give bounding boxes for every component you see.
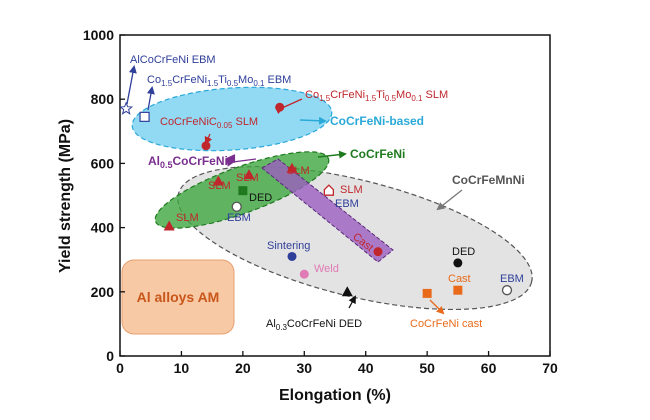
label-cocrfeni-cast: CoCrFeNi cast	[410, 318, 482, 330]
x-axis-label: Elongation (%)	[279, 387, 391, 404]
arrow-co15-slm	[274, 98, 303, 115]
plot-frame	[119, 34, 551, 357]
label-ded-2: DED	[452, 246, 475, 258]
x-tick-label: 0	[116, 360, 124, 376]
region-cocrfeni-based	[131, 86, 333, 152]
data-point-cast	[373, 247, 383, 257]
label-co15-slm: Co1.5CrFeNi1.5Ti0.5Mo0.1 SLM	[305, 89, 448, 103]
y-tick-label: 800	[91, 91, 115, 107]
y-tick-label: 1000	[83, 27, 114, 43]
arrow-cocrfenic005-slm	[204, 133, 213, 145]
data-points	[119, 101, 513, 298]
x-tick-label: 70	[542, 360, 558, 376]
data-point-ded	[453, 258, 463, 268]
x-tick-label: 50	[419, 360, 435, 376]
label-ebm-2: EBM	[335, 198, 359, 210]
region-al-alloys-am	[121, 259, 235, 335]
y-tick-label: 400	[91, 220, 115, 236]
arrow-co15-ebm	[146, 86, 155, 111]
x-axis-ticks: 0 10 20 30 40 50 60 70	[116, 351, 558, 376]
label-al05cocrfeni: Al0.5CoCrFeNi	[148, 154, 228, 170]
label-slm-4: SLM	[287, 165, 310, 177]
label-cast-2: Cast	[448, 273, 471, 285]
x-tick-label: 20	[235, 360, 251, 376]
label-ebm-3: EBM	[500, 273, 524, 285]
data-point-co1-5crfeni1-5ti0-5mo0-1-ebm	[139, 111, 150, 122]
data-point-alcocrfeni-ebm	[119, 101, 134, 115]
arrow-cocrfeni	[317, 150, 347, 159]
label-cocrfemnni: CoCrFeMnNi	[452, 173, 525, 187]
data-point-slm	[286, 162, 298, 173]
data-point-slm	[323, 184, 335, 196]
x-tick-label: 40	[358, 360, 374, 376]
y-tick-label: 0	[106, 348, 114, 364]
label-co15-ebm: Co1.5CrFeNi1.5Ti0.5Mo0.1 EBM	[147, 74, 291, 88]
y-axis-ticks: 0 200 400 600 800 1000	[83, 27, 125, 364]
data-point-cocrfeni-cast	[422, 288, 432, 298]
data-point-slm	[163, 220, 175, 231]
label-cocrfeni-based: CoCrFeNi-based	[330, 114, 424, 128]
data-point-weld	[299, 269, 309, 279]
label-weld: Weld	[314, 263, 339, 275]
arrow-al05cocrfeni	[226, 158, 257, 167]
label-al03-ded: Al0.3CoCrFeNi DED	[266, 318, 362, 332]
arrow-alcocrfeni-ebm	[126, 65, 137, 105]
label-slm-5: SLM	[340, 184, 363, 196]
label-slm-3: SLM	[236, 172, 259, 184]
label-alcocrfeni-ebm: AlCoCrFeNi EBM	[130, 54, 216, 66]
x-tick-label: 30	[296, 360, 312, 376]
label-slm-1: SLM	[176, 212, 199, 224]
data-point-al0-3cocrfeni-ded	[341, 286, 353, 297]
label-sintering: Sintering	[267, 240, 310, 252]
label-ebm-1: EBM	[227, 212, 251, 224]
data-point-ded	[238, 186, 248, 196]
region-al05-band	[261, 158, 394, 263]
data-point-ebm	[501, 285, 513, 296]
arrow-cocrfeni-based	[299, 116, 327, 125]
data-point-ebm	[231, 201, 242, 212]
label-cocrfeni: CoCrFeNi	[350, 147, 405, 161]
arrow-cocrfemnni	[436, 189, 463, 211]
data-point-sintering	[287, 251, 297, 261]
data-point-cast	[453, 285, 463, 295]
arrow-al03-ded	[348, 295, 356, 309]
label-ded-1: DED	[249, 192, 272, 204]
x-tick-label: 10	[174, 360, 190, 376]
data-point-slm	[243, 169, 255, 180]
y-tick-label: 200	[91, 284, 115, 300]
x-tick-label: 60	[481, 360, 497, 376]
label-cocrfenic005-slm: CoCrFeNiC0.05 SLM	[160, 116, 258, 130]
label-slm-2: SLM	[208, 180, 231, 192]
y-tick-label: 600	[91, 155, 115, 171]
arrow-cocrfeni-cast	[429, 299, 445, 315]
axes: 0 10 20 30 40 50 60 70 0 200 400 600 800 1000 Elonga…	[57, 27, 558, 404]
data-point-slm	[212, 175, 224, 186]
y-axis-label: Yield strength (MPa)	[57, 119, 74, 273]
label-al-alloys-am: Al alloys AM	[137, 289, 220, 305]
